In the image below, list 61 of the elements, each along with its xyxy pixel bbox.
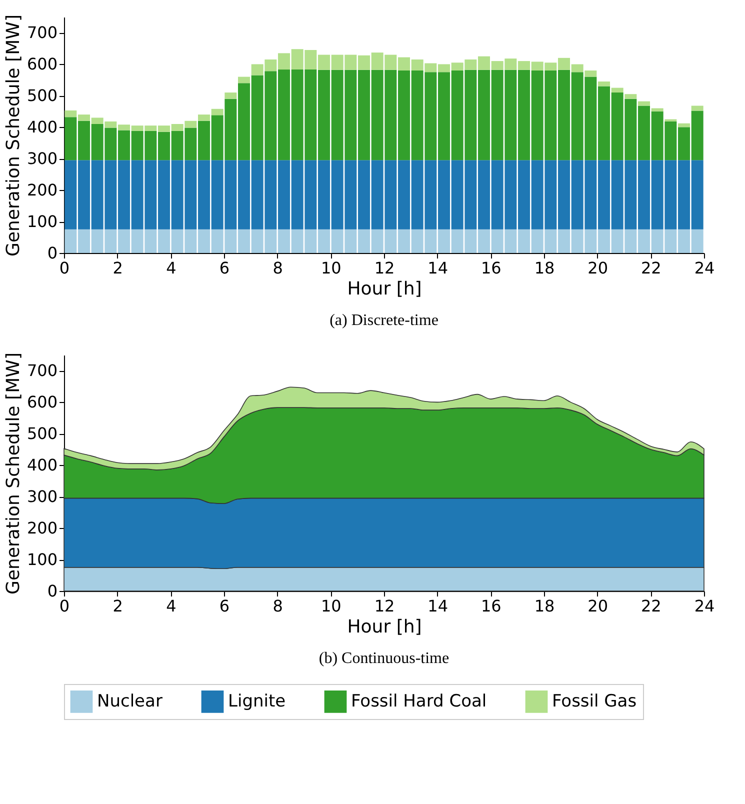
legend-label: Fossil Hard Coal	[351, 692, 487, 712]
x-tick-label: 2	[112, 596, 123, 616]
bar	[691, 106, 704, 111]
x-tick-label: 12	[374, 596, 395, 616]
y-tick-label: 500	[26, 424, 58, 444]
y-tick-label: 400	[26, 456, 58, 475]
y-tick-label: 600	[26, 392, 58, 412]
legend-label: Nuclear	[97, 692, 162, 712]
x-tick-label: 2	[112, 258, 123, 278]
x-axis-title: Hour [h]	[347, 278, 422, 300]
x-tick-label: 16	[480, 258, 502, 278]
bar	[238, 76, 250, 84]
x-tick-label: 12	[374, 258, 395, 278]
y-tick-label: 300	[26, 149, 58, 168]
y-tick-label: 400	[26, 118, 58, 137]
text: (b) Continuous-time	[318, 650, 450, 667]
legend-label: Lignite	[228, 692, 286, 712]
x-tick-label: 10	[320, 596, 342, 616]
y-tick-label: 700	[26, 361, 58, 380]
bar	[598, 82, 610, 86]
x-tick-label: 0	[59, 596, 70, 616]
y-tick-label: 500	[26, 86, 58, 106]
x-tick-label: 20	[588, 258, 608, 278]
x-tick-label: 14	[428, 258, 448, 278]
y-axis-title: Generation Schedule [MW]	[2, 352, 24, 594]
bar	[624, 94, 637, 99]
y-tick-label: 600	[26, 54, 58, 74]
x-tick-label: 6	[219, 596, 230, 616]
text: (a) Discrete-time	[330, 312, 438, 329]
y-tick-label: 300	[26, 487, 58, 506]
bar	[611, 88, 624, 93]
x-tick-label: 8	[272, 258, 283, 278]
x-tick-label: 18	[534, 596, 555, 616]
bar	[651, 108, 664, 112]
bar	[224, 92, 237, 99]
x-tick-label: 20	[588, 596, 608, 616]
x-axis-title: Hour [h]	[347, 616, 422, 638]
y-tick-label: 200	[26, 180, 58, 200]
x-tick-label: 22	[640, 596, 662, 616]
x-tick-label: 14	[428, 596, 448, 616]
x-tick-label: 18	[534, 258, 555, 278]
x-tick-label: 22	[640, 258, 662, 278]
x-tick-label: 8	[272, 596, 283, 616]
y-tick-label: 0	[47, 244, 58, 262]
bar	[638, 101, 650, 106]
y-axis-title: Generation Schedule [MW]	[2, 14, 24, 256]
x-tick-label: 4	[166, 258, 176, 278]
y-tick-label: 100	[26, 212, 58, 232]
y-tick-label: 0	[47, 582, 58, 600]
x-tick-label: 4	[166, 596, 176, 616]
y-tick-label: 100	[26, 550, 58, 570]
legend-label: Fossil Gas	[552, 692, 637, 712]
x-tick-label: 10	[320, 258, 342, 278]
x-tick-label: 16	[480, 596, 502, 616]
bar	[678, 123, 690, 128]
x-tick-label: 6	[219, 258, 230, 278]
x-tick-label: 0	[59, 258, 70, 278]
y-tick-label: 700	[26, 23, 58, 42]
y-tick-label: 200	[26, 518, 58, 538]
x-tick-label: 24	[694, 258, 715, 278]
x-tick-label: 24	[694, 596, 715, 616]
